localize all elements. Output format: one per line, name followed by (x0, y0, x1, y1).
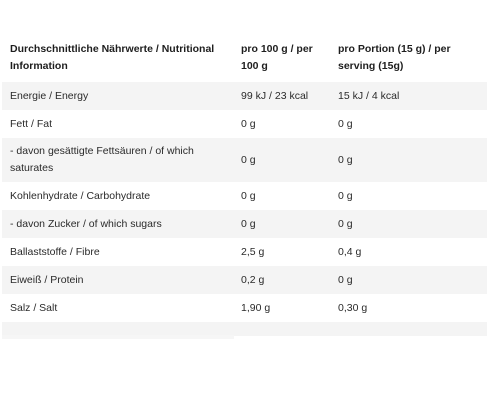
table-row: Kohlenhydrate / Carbohydrate 0 g 0 g (2, 182, 487, 210)
value-per-serving: 0 g (330, 110, 487, 138)
value-per-100g: 2,5 g (233, 238, 330, 266)
header-nutrient: Durchschnittliche Nährwerte / Nutritiona… (2, 31, 233, 82)
table-row: Fett / Fat 0 g 0 g (2, 110, 487, 138)
nutrient-name: - davon Zucker / of which sugars (2, 210, 233, 238)
value-per-serving: 0 g (330, 266, 487, 294)
value-per-serving: 15 kJ / 4 kcal (330, 82, 487, 110)
nutrition-table: Durchschnittliche Nährwerte / Nutritiona… (2, 31, 487, 336)
nutrient-name: Fett / Fat (2, 110, 233, 138)
nutrient-name: Eiweiß / Protein (2, 266, 233, 294)
table-row: Energie / Energy 99 kJ / 23 kcal 15 kJ /… (2, 82, 487, 110)
value-per-100g: 0,2 g (233, 266, 330, 294)
nutrient-name: - davon gesättigte Fettsäuren / of which… (2, 138, 233, 182)
table-row: - davon gesättigte Fettsäuren / of which… (2, 138, 487, 182)
table-bottom-divider (2, 335, 234, 339)
nutrient-name: Ballaststoffe / Fibre (2, 238, 233, 266)
value-per-100g: 0 g (233, 110, 330, 138)
value-per-serving: 0 g (330, 182, 487, 210)
value-per-serving: 0,30 g (330, 294, 487, 322)
table-spacer-row (2, 322, 487, 336)
value-per-100g: 99 kJ / 23 kcal (233, 82, 330, 110)
table-row: Eiweiß / Protein 0,2 g 0 g (2, 266, 487, 294)
value-per-100g: 0 g (233, 182, 330, 210)
table-row: Salz / Salt 1,90 g 0,30 g (2, 294, 487, 322)
value-per-100g: 1,90 g (233, 294, 330, 322)
nutrient-name: Salz / Salt (2, 294, 233, 322)
nutrient-name: Kohlenhydrate / Carbohydrate (2, 182, 233, 210)
value-per-100g: 0 g (233, 210, 330, 238)
value-per-serving: 0,4 g (330, 238, 487, 266)
table-row: Ballaststoffe / Fibre 2,5 g 0,4 g (2, 238, 487, 266)
value-per-100g: 0 g (233, 138, 330, 182)
header-per-100g: pro 100 g / per 100 g (233, 31, 330, 82)
value-per-serving: 0 g (330, 138, 487, 182)
table-header-row: Durchschnittliche Nährwerte / Nutritiona… (2, 31, 487, 82)
nutrient-name: Energie / Energy (2, 82, 233, 110)
header-per-serving: pro Portion (15 g) / per serving (15g) (330, 31, 487, 82)
value-per-serving: 0 g (330, 210, 487, 238)
table-row: - davon Zucker / of which sugars 0 g 0 g (2, 210, 487, 238)
